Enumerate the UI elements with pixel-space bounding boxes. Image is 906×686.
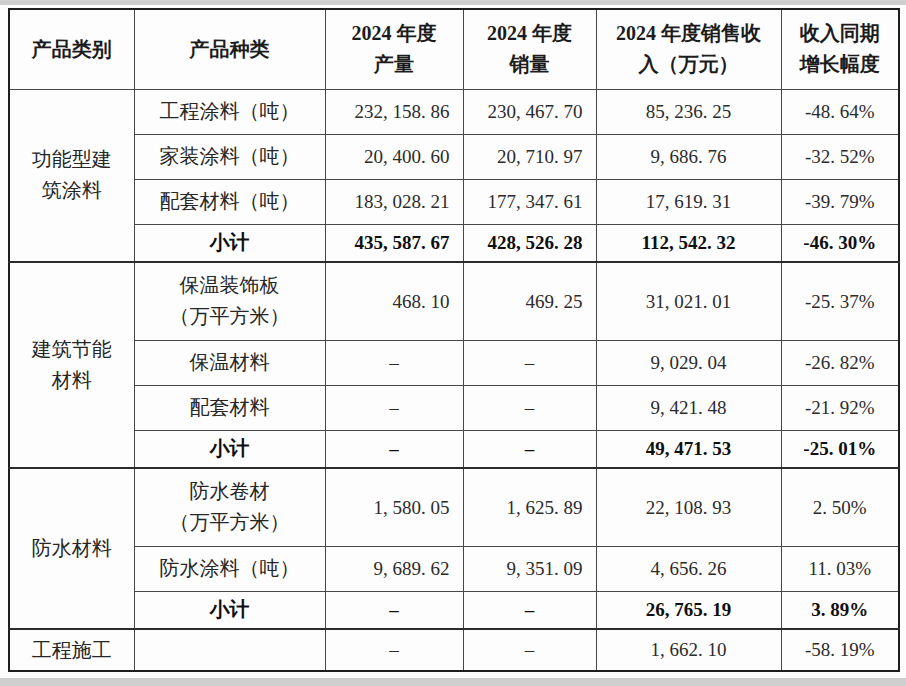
sales-volume-cell: 428, 526. 28: [463, 224, 596, 262]
growth-cell: -39. 79%: [781, 179, 899, 224]
sales-volume-cell: –: [463, 340, 596, 385]
header-row: 产品类别 产品种类 2024 年度 产量 2024 年度 销量 2024 年度销…: [9, 9, 899, 89]
production-cell: 468. 10: [325, 262, 463, 340]
product-type-cell: 工程涂料（吨）: [134, 89, 325, 134]
product-sales-table: 产品类别 产品种类 2024 年度 产量 2024 年度 销量 2024 年度销…: [8, 8, 900, 672]
subtotal-row: 小计––26, 765. 193. 89%: [9, 591, 899, 629]
table-row: 建筑节能 材料保温装饰板 （万平方米）468. 10469. 2531, 021…: [9, 262, 899, 340]
product-type-cell: 小计: [134, 224, 325, 262]
product-type-cell: 保温材料: [134, 340, 325, 385]
revenue-cell: 9, 029. 04: [596, 340, 781, 385]
product-type-cell: 防水卷材 （万平方米）: [134, 468, 325, 546]
table-row: 防水材料防水卷材 （万平方米）1, 580. 051, 625. 8922, 1…: [9, 468, 899, 546]
production-cell: 1, 580. 05: [325, 468, 463, 546]
growth-cell: -25. 01%: [781, 430, 899, 468]
production-cell: –: [325, 629, 463, 671]
product-type-cell: 配套材料（吨）: [134, 179, 325, 224]
page-edge-top: [0, 0, 906, 5]
sales-volume-cell: –: [463, 629, 596, 671]
sales-volume-cell: –: [463, 591, 596, 629]
sales-volume-cell: –: [463, 385, 596, 430]
growth-cell: -26. 82%: [781, 340, 899, 385]
product-type-cell: [134, 629, 325, 671]
growth-cell: -25. 37%: [781, 262, 899, 340]
revenue-cell: 9, 421. 48: [596, 385, 781, 430]
category-cell: 功能型建 筑涂料: [9, 89, 134, 262]
revenue-cell: 1, 662. 10: [596, 629, 781, 671]
table-row: 配套材料––9, 421. 48-21. 92%: [9, 385, 899, 430]
table-row: 保温材料––9, 029. 04-26. 82%: [9, 340, 899, 385]
col-header-production: 2024 年度 产量: [325, 9, 463, 89]
revenue-cell: 22, 108. 93: [596, 468, 781, 546]
col-header-sales-volume: 2024 年度 销量: [463, 9, 596, 89]
growth-cell: -21. 92%: [781, 385, 899, 430]
production-cell: 232, 158. 86: [325, 89, 463, 134]
sales-volume-cell: 1, 625. 89: [463, 468, 596, 546]
col-header-product-type: 产品种类: [134, 9, 325, 89]
col-header-category: 产品类别: [9, 9, 134, 89]
growth-cell: 2. 50%: [781, 468, 899, 546]
revenue-cell: 85, 236. 25: [596, 89, 781, 134]
sales-volume-cell: 230, 467. 70: [463, 89, 596, 134]
growth-cell: -48. 64%: [781, 89, 899, 134]
revenue-cell: 112, 542. 32: [596, 224, 781, 262]
revenue-cell: 49, 471. 53: [596, 430, 781, 468]
table-row: 家装涂料（吨）20, 400. 6020, 710. 979, 686. 76-…: [9, 134, 899, 179]
growth-cell: -46. 30%: [781, 224, 899, 262]
production-cell: –: [325, 591, 463, 629]
subtotal-row: 小计435, 587. 67428, 526. 28112, 542. 32-4…: [9, 224, 899, 262]
production-cell: –: [325, 430, 463, 468]
production-cell: –: [325, 340, 463, 385]
revenue-cell: 31, 021. 01: [596, 262, 781, 340]
report-page: 产品类别 产品种类 2024 年度 产量 2024 年度 销量 2024 年度销…: [0, 0, 906, 686]
table-row: 配套材料（吨）183, 028. 21177, 347. 6117, 619. …: [9, 179, 899, 224]
production-cell: 20, 400. 60: [325, 134, 463, 179]
sales-volume-cell: 177, 347. 61: [463, 179, 596, 224]
revenue-cell: 9, 686. 76: [596, 134, 781, 179]
revenue-cell: 17, 619. 31: [596, 179, 781, 224]
category-cell: 防水材料: [9, 468, 134, 629]
revenue-cell: 4, 656. 26: [596, 546, 781, 591]
sales-volume-cell: 20, 710. 97: [463, 134, 596, 179]
product-type-cell: 家装涂料（吨）: [134, 134, 325, 179]
production-cell: 435, 587. 67: [325, 224, 463, 262]
category-cell: 建筑节能 材料: [9, 262, 134, 468]
category-cell: 工程施工: [9, 629, 134, 671]
product-type-cell: 小计: [134, 591, 325, 629]
table-header: 产品类别 产品种类 2024 年度 产量 2024 年度 销量 2024 年度销…: [9, 9, 899, 89]
revenue-cell: 26, 765. 19: [596, 591, 781, 629]
table-body: 功能型建 筑涂料工程涂料（吨）232, 158. 86230, 467. 708…: [9, 89, 899, 671]
subtotal-row: 小计––49, 471. 53-25. 01%: [9, 430, 899, 468]
sales-volume-cell: 469. 25: [463, 262, 596, 340]
product-type-cell: 防水涂料（吨）: [134, 546, 325, 591]
sales-volume-cell: –: [463, 430, 596, 468]
growth-cell: 3. 89%: [781, 591, 899, 629]
growth-cell: -32. 52%: [781, 134, 899, 179]
product-type-cell: 小计: [134, 430, 325, 468]
production-cell: 183, 028. 21: [325, 179, 463, 224]
col-header-growth: 收入同期 增长幅度: [781, 9, 899, 89]
production-cell: 9, 689. 62: [325, 546, 463, 591]
growth-cell: 11. 03%: [781, 546, 899, 591]
product-type-cell: 配套材料: [134, 385, 325, 430]
table-row: 功能型建 筑涂料工程涂料（吨）232, 158. 86230, 467. 708…: [9, 89, 899, 134]
table-row: 工程施工––1, 662. 10-58. 19%: [9, 629, 899, 671]
table-row: 防水涂料（吨）9, 689. 629, 351. 094, 656. 2611.…: [9, 546, 899, 591]
product-type-cell: 保温装饰板 （万平方米）: [134, 262, 325, 340]
page-edge-bottom: [0, 678, 906, 686]
col-header-revenue: 2024 年度销售收 入（万元）: [596, 9, 781, 89]
growth-cell: -58. 19%: [781, 629, 899, 671]
sales-volume-cell: 9, 351. 09: [463, 546, 596, 591]
production-cell: –: [325, 385, 463, 430]
